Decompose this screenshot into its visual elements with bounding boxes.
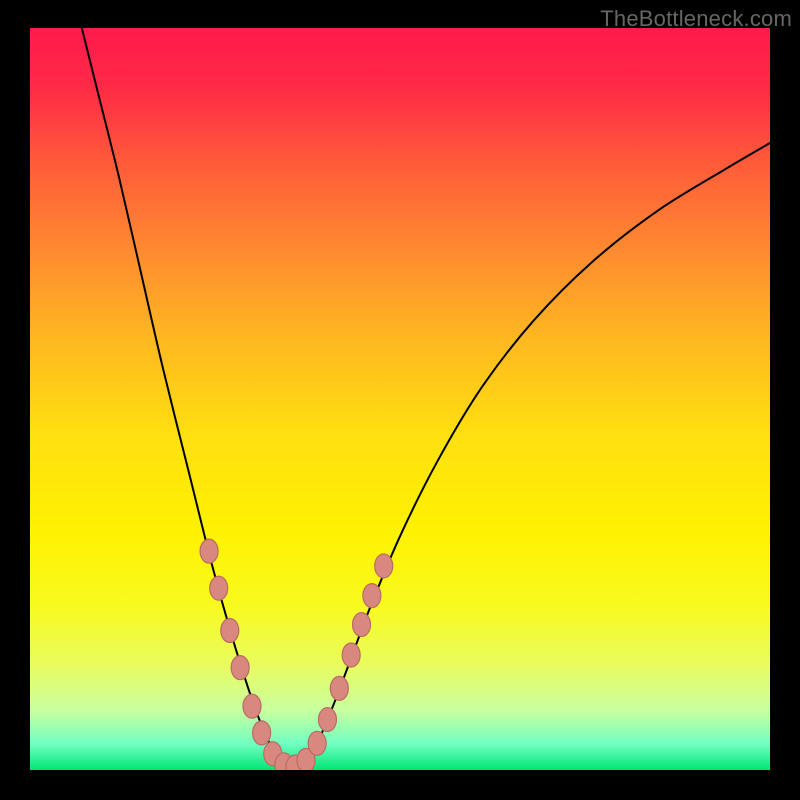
data-marker [363, 584, 381, 608]
data-marker [210, 576, 228, 600]
data-marker [308, 731, 326, 755]
data-marker [318, 708, 336, 732]
plot-background [30, 28, 770, 770]
data-marker [243, 694, 261, 718]
data-marker [231, 656, 249, 680]
data-marker [342, 643, 360, 667]
data-marker [253, 721, 271, 745]
data-marker [221, 619, 239, 643]
chart-svg [0, 0, 800, 800]
chart-frame [0, 0, 800, 800]
data-marker [375, 554, 393, 578]
watermark-text: TheBottleneck.com [600, 6, 792, 32]
data-marker [330, 676, 348, 700]
data-marker [200, 539, 218, 563]
data-marker [353, 613, 371, 637]
